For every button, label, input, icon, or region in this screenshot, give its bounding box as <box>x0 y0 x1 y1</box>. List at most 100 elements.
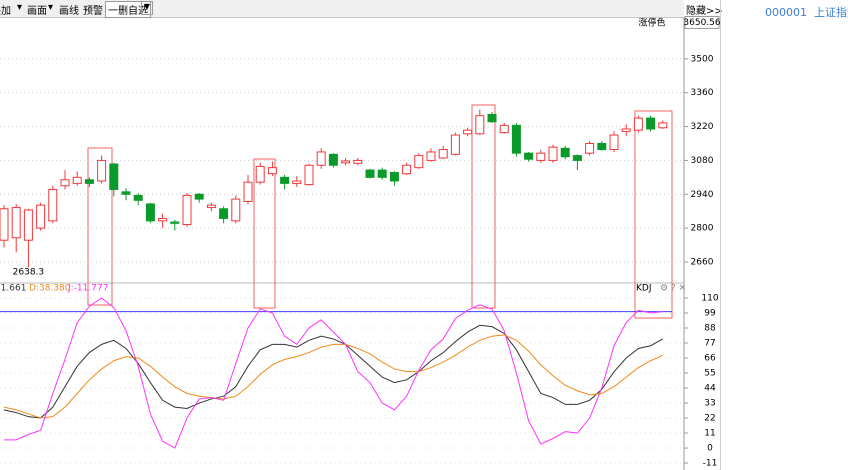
candle-body <box>402 164 412 175</box>
candle-body <box>109 163 119 190</box>
candle-body <box>48 188 58 222</box>
menu-item[interactable]: 预警 <box>83 6 103 17</box>
legend-entry: D:38.380 <box>29 284 71 294</box>
y-tick-label: 3360 <box>691 88 714 98</box>
kdj-line <box>4 297 663 449</box>
candle-body <box>560 147 570 158</box>
y-tick-label: 66 <box>704 354 716 364</box>
indicator-title: KDJ <box>636 284 652 294</box>
candle-body <box>36 204 46 229</box>
candle-body <box>11 207 21 239</box>
candle-body <box>633 117 643 131</box>
candle-body <box>548 146 558 161</box>
price-marker: 3650.56 <box>683 18 720 28</box>
symbol-name: 上证指数 <box>814 6 848 19</box>
arrow: ▾ <box>48 2 54 13</box>
candle-body <box>170 221 180 224</box>
candle-body <box>536 152 546 161</box>
limit-up-label: 涨停色 <box>638 17 665 29</box>
y-tick-label: 3220 <box>691 122 714 132</box>
candle-body <box>646 117 656 130</box>
y-tick-label: 33 <box>704 399 715 409</box>
candle-body <box>158 217 168 222</box>
candle-body <box>597 142 607 151</box>
y-tick-label: 77 <box>704 339 715 349</box>
price-marker-box <box>684 15 720 29</box>
candle-body <box>84 179 94 184</box>
menu-item[interactable]: 画线 <box>59 6 79 17</box>
candle-body <box>292 180 302 184</box>
candle-body <box>72 176 82 184</box>
candle-body <box>145 203 155 222</box>
watchlist-select[interactable]: 一删自选 <box>105 1 151 18</box>
menu-item[interactable]: 画面 <box>27 6 47 17</box>
candle-body <box>328 153 338 166</box>
candle-body <box>426 151 436 161</box>
y-tick-label: 3500 <box>691 54 714 64</box>
legend-entry: J:-11.777 <box>67 284 108 294</box>
y-tick-label: 2940 <box>691 190 714 200</box>
candle-body <box>194 193 204 200</box>
candle-body <box>377 169 387 178</box>
candle-body <box>182 194 192 225</box>
y-tick-label: 110 <box>701 294 718 304</box>
candle-body <box>121 191 131 195</box>
candle-body <box>206 204 216 209</box>
legend-entry: K:21.661 <box>0 284 26 294</box>
y-tick-label: 2800 <box>691 224 714 234</box>
menu-item[interactable]: 叠加 <box>0 6 11 17</box>
arrow: ▾ <box>17 2 23 13</box>
y-tick-label: 3080 <box>691 156 714 166</box>
toolbar: 叠加 ▾ 画面 ▾ 画线 预警 一删自选 ▼ <box>0 0 684 18</box>
candle-body <box>0 208 9 241</box>
kdj-line <box>3 324 664 419</box>
candle-body <box>316 151 326 166</box>
candle-body <box>609 134 619 151</box>
y-tick-label: -11 <box>703 459 718 469</box>
y-tick-label: 2660 <box>691 257 714 267</box>
highlight-boxes <box>87 104 673 319</box>
y-tick-label: 55 <box>704 369 715 379</box>
candle-body <box>438 149 448 159</box>
hide-button[interactable]: 隐藏>> <box>686 6 723 17</box>
candle-body <box>243 181 253 203</box>
y-tick-label: 11 <box>704 429 715 439</box>
y-tick-label: 88 <box>704 324 716 334</box>
y-tick-label: 0 <box>707 444 713 454</box>
candle-body <box>353 159 363 164</box>
candle-body <box>585 142 595 154</box>
candle-body <box>524 152 534 160</box>
candle-body <box>463 129 473 135</box>
kdj-line <box>3 334 664 419</box>
symbol[interactable]: 000001 上证指数 <box>765 4 848 20</box>
candle-body <box>365 169 375 178</box>
candle-body <box>23 209 33 241</box>
candle-body <box>60 179 70 187</box>
y-tick-label: 22 <box>704 414 715 424</box>
candle-body <box>572 155 582 161</box>
candle-body <box>499 124 509 134</box>
side-panel: 000001 上证指数 <box>720 0 848 470</box>
icons[interactable]: ⚙ ? ✕ <box>660 284 686 294</box>
candle-body <box>621 128 631 132</box>
candle-body <box>450 134 460 155</box>
symbol-code: 000001 <box>765 6 807 19</box>
candle-body <box>414 155 424 169</box>
chart: 涨停色 KDJ ⚙ ? ✕ 2660 2800 2940 3080 3220 3360 35… <box>0 15 720 470</box>
candle-body <box>133 194 143 201</box>
candle-body <box>341 160 351 164</box>
candle-body <box>475 115 485 135</box>
candle-body <box>389 172 399 182</box>
dropdown-button[interactable]: ▼ <box>141 1 153 15</box>
candle-body <box>487 113 497 123</box>
y-tick-label: 44 <box>704 384 716 394</box>
candle-body <box>219 208 229 219</box>
candle-body <box>97 159 107 182</box>
y-tick-label: 99 <box>704 309 716 319</box>
candle-body <box>280 176 290 184</box>
candle-body <box>231 198 241 222</box>
candle-body <box>658 122 668 129</box>
candle-body <box>255 165 265 183</box>
candle-body <box>511 124 521 154</box>
